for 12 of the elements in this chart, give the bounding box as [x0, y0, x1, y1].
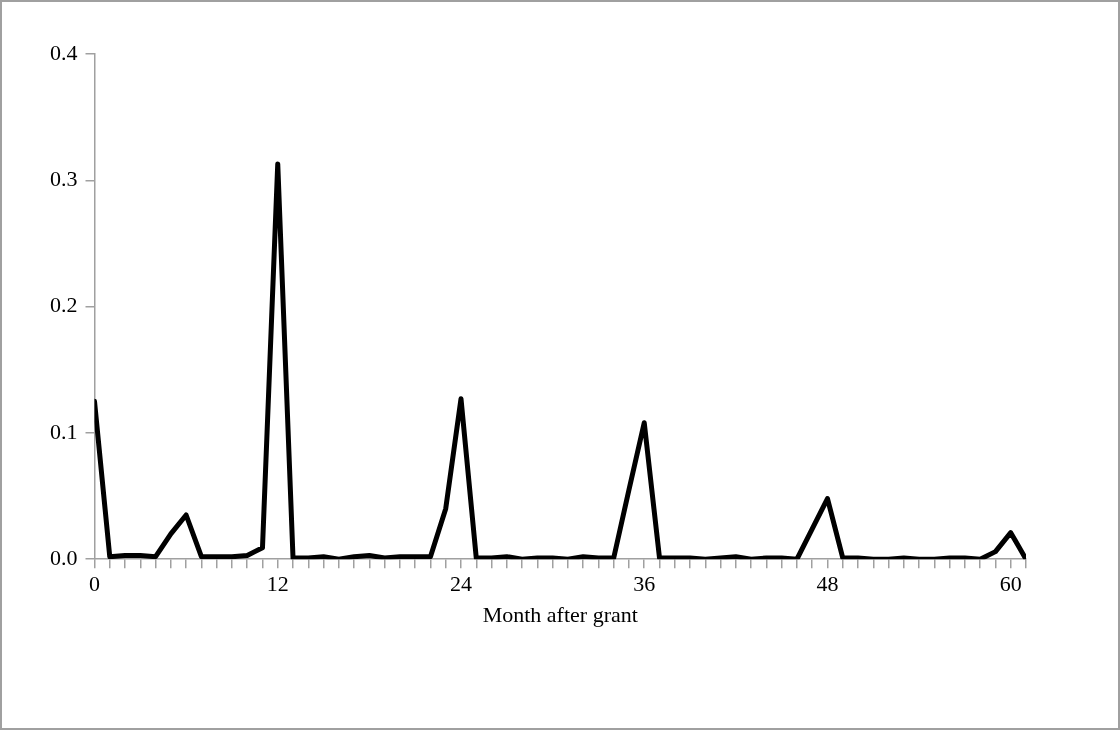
x-tick-label: 48: [816, 571, 839, 597]
y-tick-label: 0.4: [50, 39, 78, 65]
x-tick-label: 0: [89, 571, 100, 597]
x-tick-label: 60: [999, 571, 1022, 597]
y-tick-label: 0.1: [50, 418, 78, 444]
y-tick-label: 0.2: [50, 292, 78, 318]
x-tick-label: 24: [449, 571, 472, 597]
x-tick-label: 36: [633, 571, 656, 597]
y-tick-label: 0.0: [50, 544, 78, 570]
x-axis-title: Month after grant: [482, 601, 638, 627]
x-tick-label: 12: [266, 571, 289, 597]
y-tick-label: 0.3: [50, 166, 78, 192]
